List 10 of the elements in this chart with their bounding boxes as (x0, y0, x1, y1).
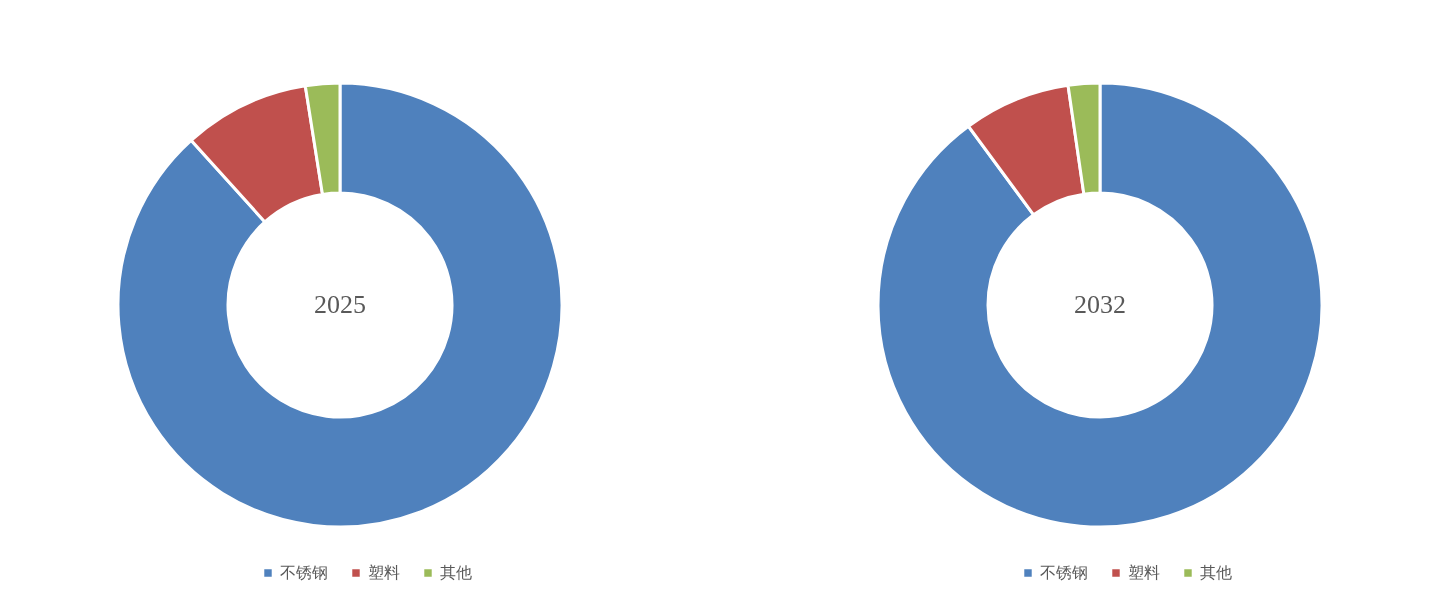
text: 2032 (1074, 290, 1126, 319)
legend-label: 其他 (1200, 563, 1232, 582)
donut-slice (116, 81, 564, 529)
legend-label: 塑料 (368, 563, 400, 582)
legend-label: 塑料 (1128, 563, 1160, 582)
legend-label: 不锈钢 (280, 563, 328, 582)
text: 2025 (314, 290, 366, 319)
donut-slice (876, 81, 1324, 529)
legend-label: 不锈钢 (1040, 563, 1088, 582)
legend-label: 其他 (440, 563, 472, 582)
